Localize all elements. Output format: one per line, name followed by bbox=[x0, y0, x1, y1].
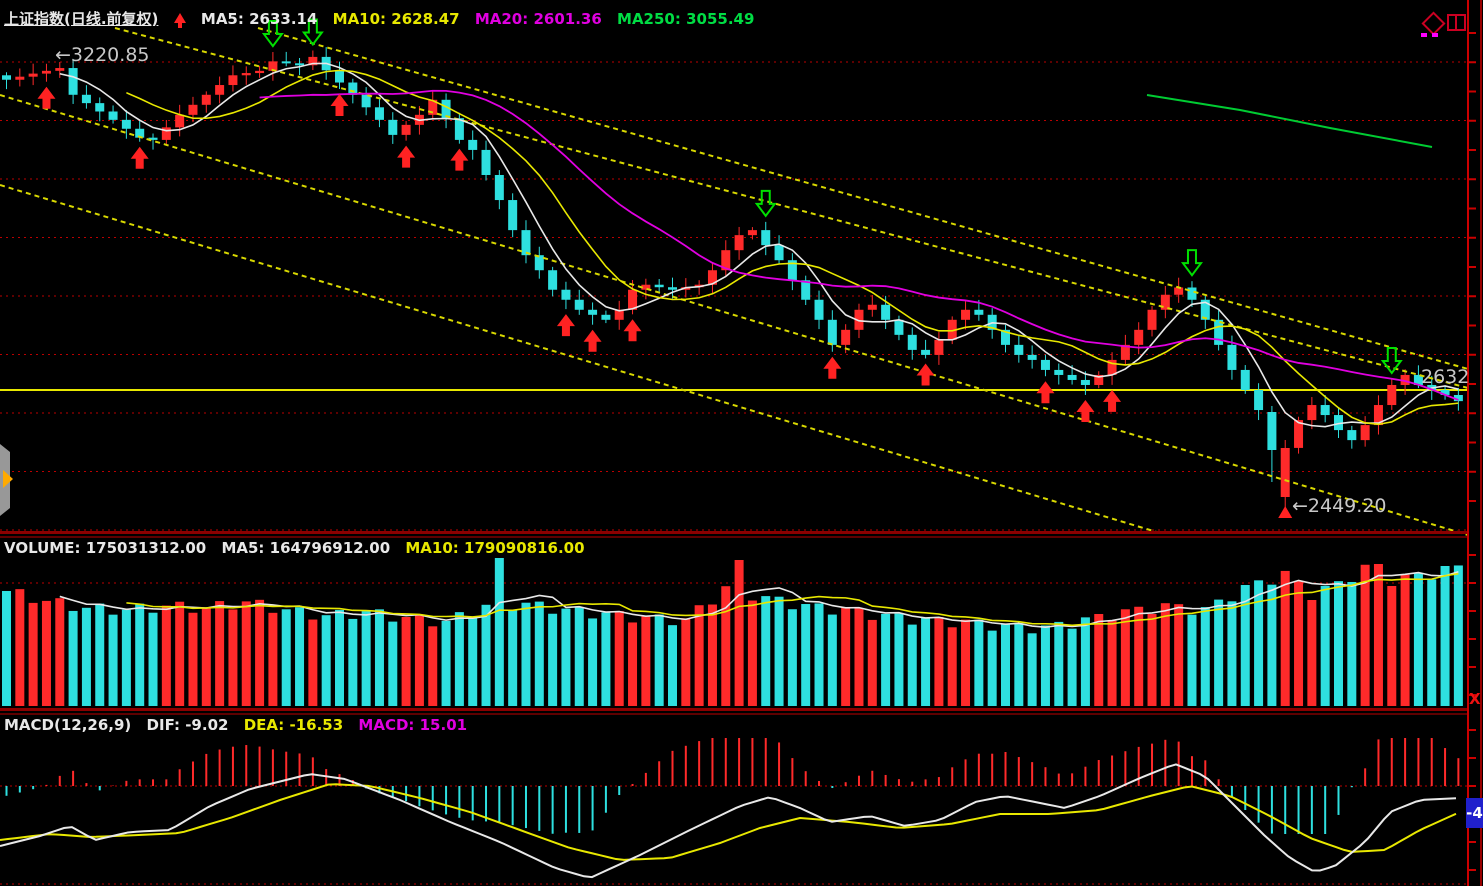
sidebar-expand-handle[interactable] bbox=[0, 444, 17, 516]
marker-dot-icon bbox=[1421, 33, 1427, 37]
volume-ma10-readout: MA10: 179090816.00 bbox=[405, 539, 585, 557]
high-price-label: ←3220.85 bbox=[55, 44, 150, 66]
dif-readout: DIF: -9.02 bbox=[146, 716, 229, 734]
restore-window-icon[interactable] bbox=[1447, 14, 1466, 31]
low-price-label: ←2449.20 bbox=[1292, 495, 1387, 517]
ma10-readout: MA10: 2628.47 bbox=[332, 10, 460, 28]
marker-dot-icon bbox=[1432, 33, 1438, 37]
volume-readout: VOLUME: 175031312.00 bbox=[4, 539, 207, 557]
ma20-readout: MA20: 2601.36 bbox=[474, 10, 602, 28]
dea-readout: DEA: -16.53 bbox=[243, 716, 344, 734]
macd-header: MACD(12,26,9) DIF: -9.02 DEA: -16.53 MAC… bbox=[4, 716, 477, 734]
volume-header: VOLUME: 175031312.00 MA5: 164796912.00 M… bbox=[4, 539, 595, 557]
last-price-label: 2632 bbox=[1421, 366, 1470, 388]
ma5-readout: MA5: 2633.14 bbox=[200, 10, 318, 28]
trend-up-icon bbox=[173, 13, 186, 28]
main-chart-header: 上证指数(日线.前复权) MA5: 2633.14 MA10: 2628.47 … bbox=[4, 8, 764, 29]
expand-arrow-icon bbox=[3, 470, 13, 488]
ma250-readout: MA250: 3055.49 bbox=[617, 10, 755, 28]
macd-value-badge: -4 bbox=[1466, 798, 1483, 828]
volume-ma5-readout: MA5: 164796912.00 bbox=[221, 539, 391, 557]
symbol-title[interactable]: 上证指数(日线.前复权) bbox=[4, 10, 159, 28]
close-indicator-button[interactable]: X bbox=[1469, 690, 1481, 708]
macd-title: MACD(12,26,9) bbox=[4, 716, 132, 734]
macd-readout: MACD: 15.01 bbox=[358, 716, 468, 734]
